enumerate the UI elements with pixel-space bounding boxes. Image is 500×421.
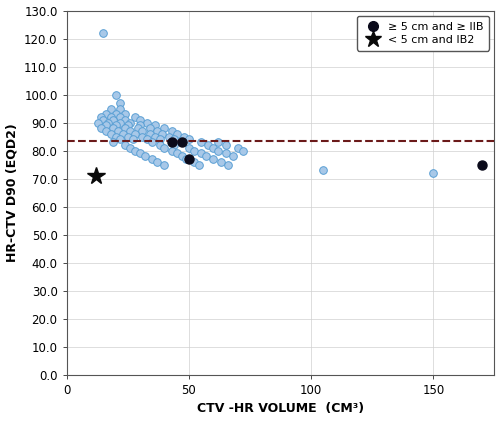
X-axis label: CTV -HR VOLUME  (CM³): CTV -HR VOLUME (CM³) <box>197 402 364 416</box>
Y-axis label: HR-CTV D90 (EQD2): HR-CTV D90 (EQD2) <box>6 123 18 262</box>
Legend: ≥ 5 cm and ≥ IIB, < 5 cm and IB2: ≥ 5 cm and ≥ IIB, < 5 cm and IB2 <box>356 16 489 51</box>
